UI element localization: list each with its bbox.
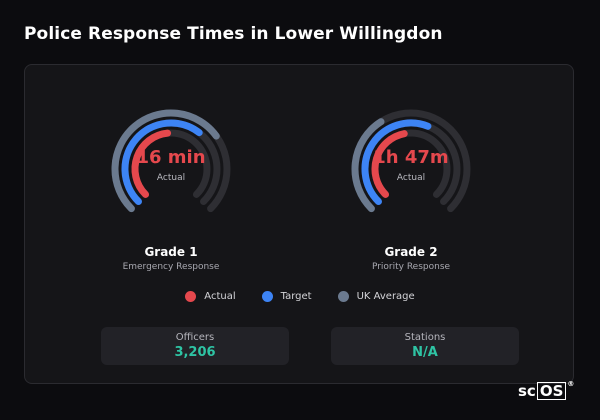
gauge-value: 16 min <box>136 147 206 168</box>
page-title: Police Response Times in Lower Willingdo… <box>24 24 443 44</box>
brand-boxed: OS <box>536 382 567 400</box>
stat-value: 3,206 <box>174 345 216 360</box>
legend-item-target: Target <box>261 291 312 302</box>
actual-arc <box>131 129 172 198</box>
legend-dot-target <box>261 291 273 302</box>
gauge-rings-grade-1 <box>111 109 231 213</box>
stat-label: Officers <box>175 332 215 343</box>
uk-average-arc <box>111 109 220 213</box>
gauge-grade-2: 1h 47m Actual Grade 2 Priority Response <box>331 109 491 277</box>
stat-officers: Officers 3,206 <box>101 327 289 365</box>
gauge-title: Grade 1 <box>144 245 198 259</box>
gauge-rings-grade-2 <box>351 109 471 213</box>
gauge-grade-1: 16 min Actual Grade 1 Emergency Response <box>91 109 251 277</box>
stat-value: N/A <box>412 345 438 360</box>
legend-item-uk-average: UK Average <box>337 291 415 302</box>
brand-prefix: sc <box>518 382 536 400</box>
legend-dot-actual <box>185 291 197 302</box>
legend: Actual Target UK Average <box>25 291 575 302</box>
stat-label: Stations <box>404 332 446 343</box>
legend-dot-uk-average <box>337 291 349 302</box>
target-arc <box>121 119 203 206</box>
uk-average-arc <box>351 118 385 213</box>
gauge-sub-label: Actual <box>156 173 186 183</box>
gauge-value: 1h 47m <box>373 147 449 168</box>
legend-label: UK Average <box>356 291 415 302</box>
legend-label: Actual <box>204 291 236 302</box>
gauge-caption: Emergency Response <box>122 262 220 272</box>
target-arc <box>361 119 432 206</box>
gauge-sub-label: Actual <box>396 173 426 183</box>
response-times-card: 16 min Actual Grade 1 Emergency Response… <box>24 64 574 384</box>
actual-arc <box>371 130 408 198</box>
legend-label: Target <box>280 291 312 302</box>
stat-stations: Stations N/A <box>331 327 519 365</box>
brand-logo: sc OS ® <box>518 380 574 402</box>
gauge-title: Grade 2 <box>384 245 438 259</box>
legend-item-actual: Actual <box>185 291 236 302</box>
gauge-caption: Priority Response <box>371 262 451 272</box>
brand-registered-mark: ® <box>567 380 575 388</box>
